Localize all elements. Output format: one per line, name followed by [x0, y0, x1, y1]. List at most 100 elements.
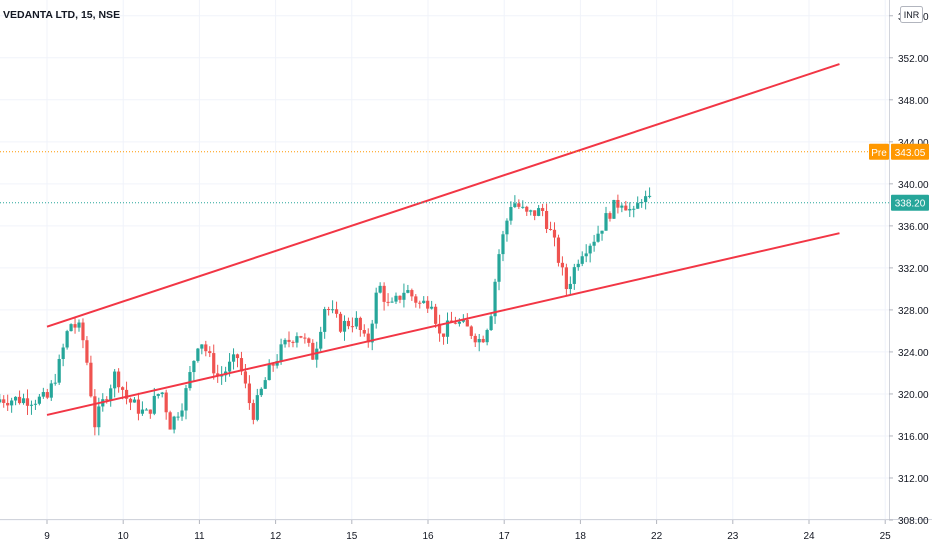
candle-body — [485, 330, 489, 343]
candle-body — [212, 353, 216, 374]
candle-body — [481, 338, 485, 343]
candle-body — [334, 309, 339, 314]
candle-body — [37, 396, 41, 404]
currency-button[interactable]: INR — [900, 6, 923, 23]
pre-tag — [869, 143, 889, 160]
candle-body — [57, 359, 61, 383]
candle-body — [61, 347, 65, 360]
candle-body — [140, 409, 145, 414]
candle-body — [148, 409, 152, 414]
candle-body — [303, 337, 307, 339]
candle-body — [362, 330, 366, 334]
trendline[interactable] — [46, 63, 840, 328]
price-tick-label: 348.00 — [898, 96, 929, 107]
candle-body — [477, 338, 481, 343]
candle-body — [461, 319, 465, 322]
candle-body — [196, 348, 200, 361]
candle-body — [564, 267, 568, 290]
candle-body — [647, 195, 652, 197]
candle-body — [6, 402, 10, 406]
candle-body — [378, 285, 382, 293]
candle-body — [576, 263, 580, 268]
candle-body — [473, 335, 477, 343]
pre-price-badge — [891, 143, 929, 160]
candle-body — [465, 319, 469, 327]
candle-body — [354, 317, 358, 327]
candle-body — [128, 398, 133, 403]
candle-body — [33, 403, 38, 405]
candle-body — [398, 295, 402, 300]
candle-body — [489, 316, 493, 331]
candle-body — [152, 395, 156, 414]
candle-body — [65, 331, 69, 348]
candle-body — [588, 245, 592, 254]
candle-body — [541, 208, 545, 211]
candle-body — [410, 290, 414, 297]
price-tick-label: 332.00 — [898, 264, 929, 275]
candle-body — [14, 396, 18, 401]
time-tick-label: 22 — [651, 531, 663, 542]
candle-body — [437, 323, 442, 334]
candle-body — [505, 220, 509, 235]
candle-body — [184, 388, 188, 411]
candle-body — [275, 361, 279, 366]
candle-body — [168, 412, 172, 430]
candle-body — [251, 403, 255, 420]
candle-body — [414, 296, 418, 303]
time-tick-label: 23 — [727, 531, 739, 542]
candle-body — [584, 253, 588, 257]
candle-body — [501, 234, 505, 255]
candle-body — [180, 410, 184, 417]
candle-body — [295, 336, 299, 343]
candle-body — [608, 213, 612, 219]
candle-body — [330, 309, 335, 311]
candle-body — [521, 206, 525, 208]
candle-body — [160, 392, 164, 395]
candle-body — [0, 399, 2, 403]
time-axis[interactable]: 9 10 11 12 15 16 17 18 22 23 24 25 — [44, 520, 891, 542]
candle-body — [109, 388, 113, 401]
candle-body — [93, 396, 97, 428]
price-tick-label: 324.00 — [898, 348, 929, 359]
currency-button-frame — [900, 6, 923, 23]
candle-body — [73, 324, 77, 328]
trendline[interactable] — [46, 232, 840, 416]
candle-body — [529, 210, 533, 212]
time-tick-label: 25 — [880, 531, 892, 542]
candle-body — [457, 321, 461, 324]
candle-body — [247, 383, 251, 404]
candle-body — [406, 290, 410, 293]
candle-body — [89, 362, 93, 397]
candle-body — [10, 400, 14, 406]
candle-body — [204, 344, 208, 352]
price-tick-label: 308.00 — [898, 516, 929, 527]
candle-body — [120, 387, 125, 390]
candle-body — [632, 208, 636, 210]
candle-body — [636, 203, 640, 209]
candle-body — [319, 331, 323, 349]
candle-body — [17, 396, 22, 404]
candle-body — [592, 241, 596, 246]
time-tick-label: 17 — [499, 531, 511, 542]
candle-body — [390, 301, 394, 303]
candle-body — [552, 229, 557, 238]
candle-body — [402, 292, 406, 300]
candle-body — [144, 409, 148, 411]
candle-body — [25, 398, 30, 406]
candle-body — [311, 342, 315, 360]
candle-body — [568, 283, 572, 290]
candle-body — [2, 399, 6, 403]
candle-body — [227, 361, 232, 372]
candle-body — [235, 354, 240, 359]
candle-body — [616, 199, 620, 208]
time-tick-label: 10 — [118, 531, 130, 542]
candle-body — [338, 313, 343, 332]
candle-body — [572, 267, 576, 284]
time-tick-label: 9 — [44, 531, 50, 542]
candle-body — [426, 300, 430, 309]
candle-body — [97, 406, 101, 428]
candle-body — [386, 301, 390, 303]
candle-body — [624, 205, 628, 211]
